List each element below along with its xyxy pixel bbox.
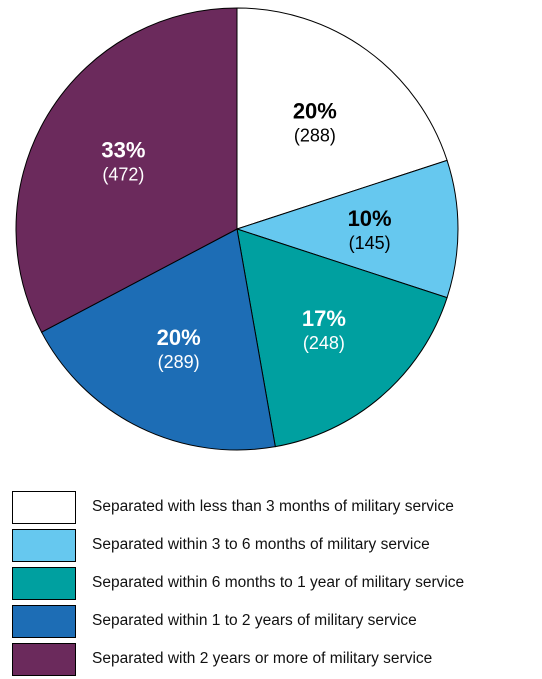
- slice-count-label: (289): [158, 352, 200, 372]
- slice-count-label: (288): [294, 126, 336, 146]
- legend-label: Separated within 1 to 2 years of militar…: [92, 612, 417, 629]
- slice-percent-label: 10%: [348, 206, 392, 231]
- legend-item: Separated with less than 3 months of mil…: [12, 488, 540, 526]
- legend-item: Separated with 2 years or more of milita…: [12, 640, 540, 678]
- pie-slice: [15, 7, 238, 333]
- slice-count-label: (145): [349, 233, 391, 253]
- legend-item: Separated within 1 to 2 years of militar…: [12, 602, 540, 640]
- pie-slice: [40, 228, 276, 451]
- slice-percent-label: 17%: [302, 306, 346, 331]
- pie-slice: [236, 7, 448, 230]
- legend-label: Separated within 6 months to 1 year of m…: [92, 574, 465, 591]
- legend-swatch: [12, 604, 76, 638]
- slice-percent-label: 33%: [101, 138, 145, 163]
- slice-percent-label: 20%: [293, 99, 337, 124]
- legend-swatch: [12, 566, 76, 600]
- legend-label: Separated with 2 years or more of milita…: [92, 650, 433, 667]
- legend-label: Separated with less than 3 months of mil…: [92, 498, 454, 515]
- pie-slice: [235, 159, 459, 299]
- pie-slice: [236, 228, 448, 448]
- slice-count-label: (472): [102, 165, 144, 185]
- legend-swatch: [12, 528, 76, 562]
- pie-chart: 20%(288)10%(145)17%(248)20%(289)33%(472): [15, 7, 459, 451]
- slice-percent-label: 20%: [157, 325, 201, 350]
- legend-item: Separated within 6 months to 1 year of m…: [12, 564, 540, 602]
- legend-item: Separated within 3 to 6 months of milita…: [12, 526, 540, 564]
- legend: Separated with less than 3 months of mil…: [12, 488, 540, 678]
- legend-label: Separated within 3 to 6 months of milita…: [92, 536, 430, 553]
- slice-count-label: (248): [303, 333, 345, 353]
- legend-swatch: [12, 490, 76, 524]
- legend-swatch: [12, 642, 76, 676]
